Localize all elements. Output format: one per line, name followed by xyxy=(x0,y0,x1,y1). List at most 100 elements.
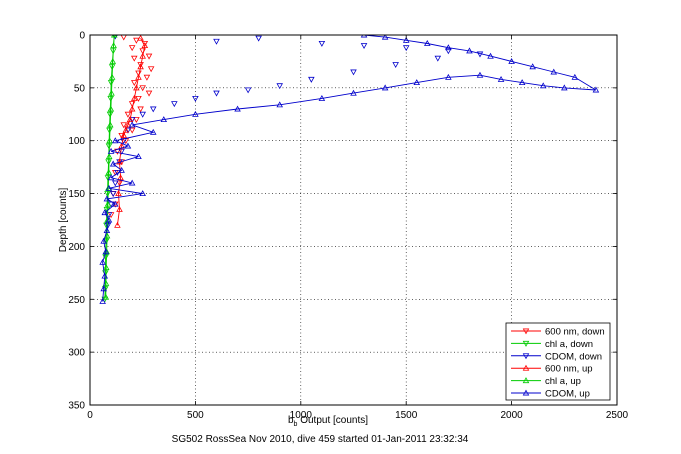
legend-label: 600 nm, down xyxy=(545,327,605,338)
data-point-600-nm-up xyxy=(122,126,130,133)
data-point-chl-a-up xyxy=(109,58,117,64)
data-point-cdom-down xyxy=(213,90,220,97)
plot-frame xyxy=(89,34,618,406)
data-point-cdom-up xyxy=(445,44,452,51)
data-point-cdom-up xyxy=(360,35,368,38)
data-point-600-nm-up xyxy=(120,132,128,138)
data-point-cdom-up xyxy=(107,147,115,154)
data-point-600-nm-up xyxy=(116,206,123,212)
legend-marker xyxy=(522,340,530,347)
data-point-cdom-up xyxy=(445,73,452,80)
data-point-600-nm-up xyxy=(124,121,132,128)
data-point-600-nm-down xyxy=(135,70,142,77)
x-tick-label: 2000 xyxy=(500,410,523,421)
data-point-600-nm-down xyxy=(145,90,153,97)
series-line-cdom-up xyxy=(102,35,597,302)
data-point-600-nm-down xyxy=(116,180,123,187)
series-layer xyxy=(99,35,600,304)
data-point-chl-a-up xyxy=(107,105,115,112)
data-point-600-nm-up xyxy=(114,221,121,228)
data-point-cdom-down xyxy=(128,117,136,123)
data-point-cdom-up xyxy=(109,160,117,167)
data-point-chl-a-down xyxy=(106,111,114,118)
data-point-cdom-up xyxy=(149,128,157,135)
data-point-cdom-up xyxy=(105,216,113,223)
data-point-cdom-up xyxy=(466,47,473,54)
data-point-cdom-up xyxy=(107,174,115,181)
data-point-cdom-up xyxy=(112,137,119,144)
data-point-cdom-down xyxy=(213,38,220,45)
data-point-cdom-down xyxy=(109,191,117,197)
data-point-cdom-down xyxy=(392,62,399,69)
data-point-cdom-up xyxy=(487,52,494,59)
legend-marker xyxy=(522,389,530,396)
data-point-600-nm-up xyxy=(128,105,136,112)
data-point-cdom-up xyxy=(103,227,111,234)
data-point-600-nm-down xyxy=(124,111,132,118)
data-point-cdom-down xyxy=(112,180,119,187)
legend-entry-chl-a-up: chl a, up xyxy=(511,376,581,387)
data-point-600-nm-down xyxy=(120,122,128,129)
data-point-cdom-up xyxy=(413,79,421,86)
y-tick-label: 150 xyxy=(68,189,85,200)
data-point-chl-a-up xyxy=(102,280,110,286)
legend-entry-chl-a-down: chl a, down xyxy=(511,339,593,350)
legend-label: CDOM, up xyxy=(545,389,590,400)
legend-marker xyxy=(522,377,530,384)
data-point-cdom-down xyxy=(360,43,368,49)
data-point-cdom-down xyxy=(402,45,410,52)
data-point-cdom-down xyxy=(445,48,452,55)
data-point-cdom-down xyxy=(276,83,283,90)
legend-entry-cdom-up: CDOM, up xyxy=(511,389,590,400)
data-point-cdom-up xyxy=(112,200,119,207)
data-point-cdom-up xyxy=(402,36,410,43)
data-point-cdom-up xyxy=(550,68,558,75)
data-point-cdom-up xyxy=(101,272,109,279)
data-point-chl-a-down xyxy=(104,191,111,197)
data-point-600-nm-down xyxy=(145,53,153,60)
series-chl-a-up xyxy=(102,35,118,300)
data-point-cdom-down xyxy=(124,127,132,134)
data-point-cdom-up xyxy=(100,285,107,292)
legend-marker xyxy=(522,364,530,371)
data-point-600-nm-down xyxy=(128,127,136,134)
data-point-cdom-up xyxy=(592,86,600,93)
data-point-chl-a-up xyxy=(105,169,113,175)
x-axis-label: bb Output [counts] xyxy=(288,415,368,428)
data-point-600-nm-down xyxy=(139,85,146,92)
data-point-cdom-up xyxy=(160,116,168,123)
data-point-600-nm-down xyxy=(137,106,144,113)
data-point-chl-a-down xyxy=(105,143,113,150)
data-point-600-nm-up xyxy=(130,95,138,101)
series-cdom-down xyxy=(104,35,484,229)
data-point-cdom-up xyxy=(139,190,146,197)
legend-marker xyxy=(522,353,530,360)
data-point-chl-a-down xyxy=(108,64,116,71)
data-point-cdom-up xyxy=(99,258,106,265)
data-point-cdom-up xyxy=(124,142,132,149)
data-point-600-nm-up xyxy=(115,190,122,197)
data-point-cdom-up xyxy=(276,101,283,108)
tick-marks xyxy=(89,34,618,406)
data-point-cdom-up xyxy=(424,40,431,46)
data-point-600-nm-down xyxy=(133,117,140,123)
data-point-chl-a-up xyxy=(108,73,116,80)
data-point-cdom-down xyxy=(318,40,326,47)
data-point-cdom-up xyxy=(539,82,547,89)
data-point-600-nm-up xyxy=(137,35,144,41)
tick-labels: 0 500 1000 1500 2000 2500 0 50 100 150 200 250 300 35… xyxy=(68,31,628,422)
data-point-cdom-down xyxy=(244,87,252,94)
data-point-600-nm-up xyxy=(126,116,134,123)
data-point-600-nm-down xyxy=(128,45,136,52)
data-point-cdom-down xyxy=(434,55,442,62)
data-point-chl-a-down xyxy=(106,127,113,134)
data-point-chl-a-up xyxy=(106,137,113,144)
data-point-chl-a-up xyxy=(105,153,113,160)
legend-label: chl a, up xyxy=(545,376,581,387)
data-point-cdom-up xyxy=(135,153,142,160)
data-point-chl-a-down xyxy=(107,95,114,102)
data-point-600-nm-down xyxy=(130,55,138,62)
data-point-cdom-down xyxy=(139,111,146,118)
y-tick-label: 100 xyxy=(68,136,85,147)
